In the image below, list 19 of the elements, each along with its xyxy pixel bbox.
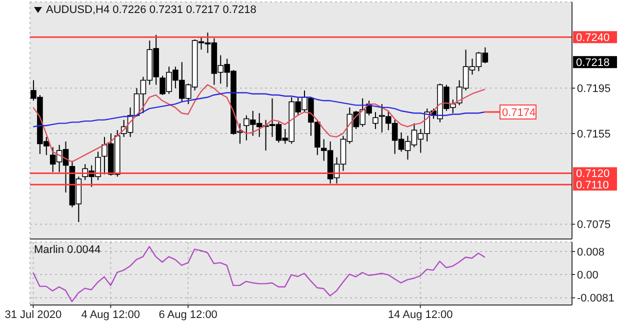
line-series [32,246,486,302]
x-tick-label: 4 Aug 12:00 [81,308,140,321]
candlestick [372,111,378,130]
x-tick-label: 6 Aug 12:00 [158,308,218,321]
y-tick-label: 0.00 [577,269,598,282]
text: 0.7174 [502,106,536,119]
y-tick-label: -0.0081 [577,292,614,305]
ref-line-label: 0.7120 [576,168,610,180]
y-tick-label: 0.7075 [577,219,611,232]
text: 0.7218 [576,57,610,70]
chart-title: AUDUSD,H4 0.7226 0.7231 0.7217 0.7218 [46,4,256,16]
x-tick-label: 14 Aug 12:00 [388,308,453,321]
chart-title: Marlin 0.0044 [34,244,101,256]
y-tick-label: 0.7155 [577,128,611,140]
ref-line-label: 0.7240 [576,32,610,44]
y-tick-label: 0.7195 [577,83,611,96]
y-tick-label: 0.008 [577,246,605,258]
x-tick-label: 31 Jul 2020 [4,308,62,321]
ref-line-label: 0.7110 [576,180,609,192]
